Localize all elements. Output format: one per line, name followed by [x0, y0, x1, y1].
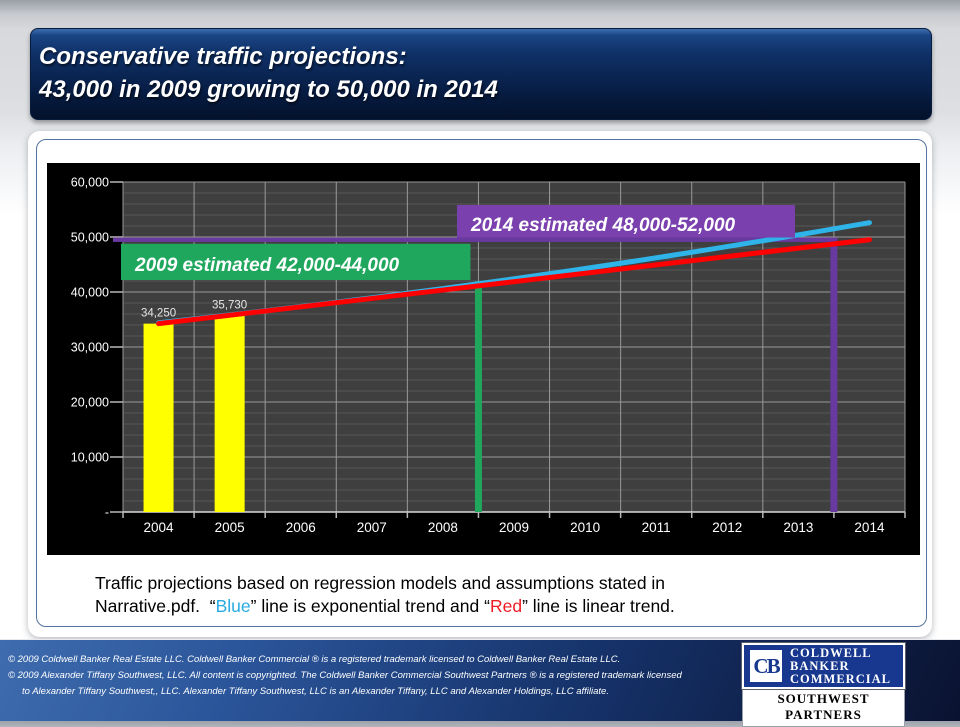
copyright-text: © 2009 Coldwell Banker Real Estate LLC. …	[8, 652, 728, 700]
y-tick-label: 20,000	[71, 396, 109, 410]
title-line-1: Conservative traffic projections:	[39, 43, 407, 70]
x-tick-label: 2014	[854, 520, 885, 535]
logo-name-line-3: COMMERCIAL	[790, 671, 891, 686]
y-tick-label: 60,000	[71, 176, 109, 190]
logo-name: COLDWELL BANKER COMMERCIAL	[790, 645, 891, 686]
cb-monogram-icon: CB	[748, 648, 784, 684]
traffic-chart-container: 60,000 50,000 40,000 30,000 20,000 10,000 - 200…	[47, 163, 920, 555]
x-tick-label: 2011	[642, 520, 671, 535]
caption-text-4: ” line is linear trend.	[522, 596, 675, 616]
green-vertical-line	[474, 281, 482, 512]
copyright-line-2: © 2009 Alexander Tiffany Southwest, LLC.…	[8, 670, 682, 681]
y-tick-label: 30,000	[71, 341, 109, 355]
linear-trend-line	[156, 237, 872, 327]
purple-horizontal-line	[113, 237, 838, 242]
y-tick-label: 10,000	[71, 451, 109, 465]
logo-name-line-2: BANKER	[790, 658, 850, 673]
y-axis-labels: 60,000 50,000 40,000 30,000 20,000 10,000 -	[71, 176, 109, 520]
green-annotation-label: 2009 estimated 42,000-44,000	[121, 243, 471, 280]
purple-vertical-line	[830, 237, 838, 513]
slide-title-bar: Conservative traffic projections: 43,000…	[30, 28, 932, 120]
caption-text-3: ” line is exponential trend and “	[250, 596, 490, 616]
y-tick-label: -	[105, 506, 109, 520]
x-tick-label: 2007	[357, 520, 387, 535]
logo-name-line-1: COLDWELL	[790, 645, 872, 660]
copyright-line-3: to Alexander Tiffany Southwest,, LLC. Al…	[22, 686, 609, 697]
bar-2005	[214, 315, 245, 512]
copyright-line-1: © 2009 Coldwell Banker Real Estate LLC. …	[8, 654, 621, 665]
purple-annotation-label: 2014 estimated 48,000-52,000	[457, 205, 795, 238]
x-tick-label: 2010	[570, 520, 600, 535]
slide-footer: © 2009 Coldwell Banker Real Estate LLC. …	[0, 639, 960, 727]
title-line-2: 43,000 in 2009 growing to 50,000 in 2014	[39, 76, 498, 103]
chart-caption: Traffic projections based on regression …	[95, 572, 855, 618]
y-tick-label: 50,000	[71, 231, 109, 245]
coldwell-banker-logo: CB COLDWELL BANKER COMMERCIAL SOUTHWEST …	[741, 642, 906, 727]
x-tick-label: 2005	[215, 520, 245, 535]
y-tick-label: 40,000	[71, 286, 109, 300]
x-tick-label: 2012	[712, 520, 742, 535]
bar-value-label: 34,250	[141, 308, 176, 320]
axis-ticks	[110, 181, 906, 518]
green-annotation-text: 2009 estimated 42,000-44,000	[134, 255, 400, 276]
x-tick-label: 2004	[144, 520, 175, 535]
bar-value-label: 35,730	[212, 299, 247, 311]
logo-subtitle: SOUTHWEST PARTNERS	[742, 689, 905, 727]
caption-red-word: Red	[489, 596, 523, 616]
bar-2004	[143, 323, 174, 512]
x-tick-label: 2008	[428, 520, 458, 535]
purple-annotation-text: 2014 estimated 48,000-52,000	[470, 215, 736, 236]
x-tick-label: 2006	[286, 520, 316, 535]
traffic-chart: 60,000 50,000 40,000 30,000 20,000 10,000 - 200…	[71, 176, 906, 535]
caption-text-1: Traffic projections based on regression …	[95, 573, 666, 593]
x-tick-label: 2013	[783, 520, 813, 535]
caption-blue-word: Blue	[215, 596, 251, 616]
traffic-bars: 34,250 35,730	[141, 299, 247, 512]
x-tick-label: 2009	[499, 520, 529, 535]
logo-blue-panel: CB COLDWELL BANKER COMMERCIAL	[741, 642, 906, 690]
caption-text-2: Narrative.pdf. “	[95, 596, 216, 616]
x-axis-labels: 2004 2005 2006 2007 2008 2009 2010 2011 2012 2013…	[144, 520, 885, 535]
